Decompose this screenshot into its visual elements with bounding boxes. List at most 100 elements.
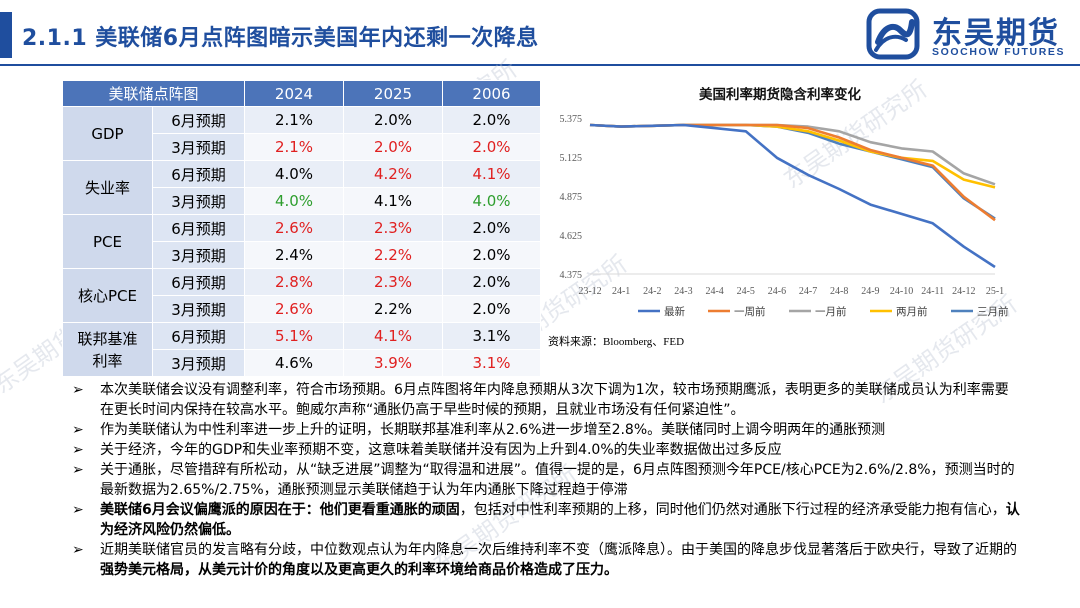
logo-chinese-name: 东吴期货 (932, 16, 1060, 51)
table-cell: 2.0% (442, 106, 542, 134)
table-cell: 2.3% (343, 214, 444, 242)
indicator-label: GDP (62, 106, 153, 161)
forecast-label: 3月预期 (151, 295, 246, 323)
table-row: 核心PCE 6月预期 2.8% 2.3% 2.0% (62, 268, 542, 323)
soochow-logo-icon (866, 8, 920, 60)
table-cell: 4.1% (442, 160, 542, 188)
table-cell: 2.4% (244, 241, 345, 269)
forecast-label: 3月预期 (151, 349, 246, 377)
arrow-bullet-icon: ➢ (72, 422, 84, 438)
table-row: 3月预期 4.6% 3.9% 3.1% (63, 349, 542, 377)
chart-title: 美国利率期货隐含利率变化 (699, 87, 861, 103)
table-cell: 2.0% (442, 295, 542, 323)
forecast-label: 6月预期 (151, 322, 246, 350)
table-row: GDP 6月预期 2.1% 2.0% 2.0% (62, 106, 542, 161)
column-header: 2024 (244, 80, 345, 107)
x-tick-label: 24-7 (799, 286, 817, 297)
table-cell: 4.0% (244, 160, 345, 188)
commentary-emphasis: 认为经济风险仍然偏低。 (100, 502, 1020, 538)
indicator-label: PCE (62, 214, 153, 269)
x-tick-label: 23-12 (578, 286, 601, 297)
forecast-label: 6月预期 (151, 106, 246, 134)
x-tick-label: 24-2 (643, 286, 661, 297)
x-tick-label: 24-8 (830, 286, 848, 297)
commentary-list: ➢ 本次美联储会议没有调整利率，符合市场预期。6月点阵图将年内降息预期从3次下调为… (62, 380, 1022, 580)
table-row: 3月预期 2.4% 2.2% 2.0% (63, 241, 542, 269)
forecast-label: 6月预期 (151, 214, 246, 242)
dot-plot-table: 美联储点阵图 2024 2025 2006 GDP 6月预期 2.1% 2.0% 2.0… (61, 80, 542, 377)
series-line-2 (589, 123, 996, 186)
page-title: 2.1.1 美联储6月点阵图暗示美国年内还剩一次降息 (22, 26, 539, 51)
chart-source-note: 资料来源：Bloomberg、FED (548, 336, 685, 348)
indicator-label: 失业率 (62, 160, 153, 215)
commentary-text: 关于通胀，尽管措辞有所松动，从“缺乏进展”调整为“取得温和进展”。值得一提的是，… (100, 462, 1015, 498)
commentary-text: 关于经济，今年的GDP和失业率预期不变，这意味着美联储并没有因为上升到4.0%的… (100, 442, 782, 458)
arrow-bullet-icon: ➢ (72, 462, 84, 478)
x-tick-label: 24-12 (952, 286, 975, 297)
table-row: 失业率 6月预期 4.0% 4.2% 4.1% (62, 160, 542, 215)
table-cell: 4.0% (244, 187, 345, 215)
table-cell: 2.8% (244, 268, 345, 296)
forecast-label: 3月预期 (151, 241, 246, 269)
table-row: 3月预期 4.0% 4.1% 4.0% (63, 187, 542, 215)
commentary-item: ➢ 作为美联储认为中性利率进一步上升的证明，长期联邦基准利率从2.6%进一步增至2… (62, 420, 1022, 440)
forecast-label: 3月预期 (151, 187, 246, 215)
commentary-item: ➢ 美联储6月会议偏鹰派的原因在于：他们更看重通胀的顽固，包括对中性利率预期的上移… (62, 500, 1022, 540)
column-header: 2006 (442, 80, 542, 107)
commentary-item: ➢ 关于经济，今年的GDP和失业率预期不变，这意味着美联储并没有因为上升到4.0%… (62, 440, 1022, 460)
arrow-bullet-icon: ➢ (72, 542, 84, 558)
y-tick-label: 4.875 (560, 192, 583, 203)
table-cell: 2.0% (442, 214, 542, 242)
table-cell: 2.6% (244, 295, 345, 323)
table-row: 联邦基准利率 6月预期 5.1% 4.1% 3.1% (62, 322, 542, 377)
commentary-item: ➢ 关于通胀，尽管措辞有所松动，从“缺乏进展”调整为“取得温和进展”。值得一提的是… (62, 460, 1022, 500)
x-tick-label: 24-9 (861, 286, 879, 297)
legend-label: 三月前 (977, 305, 1009, 318)
table-cell: 4.2% (343, 160, 444, 188)
legend-label: 一月前 (815, 305, 847, 318)
x-tick-label: 24-3 (674, 286, 692, 297)
table-cell: 2.2% (343, 295, 444, 323)
commentary-item: ➢ 本次美联储会议没有调整利率，符合市场预期。6月点阵图将年内降息预期从3次下调为… (62, 380, 1022, 420)
table-cell: 3.1% (442, 349, 542, 377)
company-logo: 东吴期货 SOOCHOW FUTURES (864, 6, 1074, 62)
x-tick-label: 24-1 (612, 286, 630, 297)
x-tick-label: 25-1 (986, 286, 1004, 297)
forecast-label: 6月预期 (151, 268, 246, 296)
commentary-emphasis: 美联储6月会议偏鹰派的原因在于：他们更看重通胀的顽固 (100, 502, 460, 518)
forecast-label: 6月预期 (151, 160, 246, 188)
table-cell: 2.6% (244, 214, 345, 242)
commentary-item: ➢ 近期美联储官员的发言略有分歧，中位数观点认为年内降息一次后维持利率不变（鹰派降… (62, 540, 1022, 580)
header: 2.1.1 美联储6月点阵图暗示美国年内还剩一次降息 东吴期货 SOOCHOW … (0, 0, 1080, 68)
table-cell: 3.1% (442, 322, 542, 350)
x-tick-label: 24-10 (890, 286, 913, 297)
legend-label: 最新 (664, 305, 685, 318)
table-cell: 4.6% (244, 349, 345, 377)
table-cell: 4.1% (343, 187, 444, 215)
y-tick-label: 5.375 (560, 114, 583, 125)
table-cell: 2.0% (343, 133, 444, 161)
commentary-emphasis: 强势美元格局，从美元计价的角度以及更高更久的利率环境给商品价格造成了压力。 (100, 562, 618, 578)
legend-label: 一周前 (734, 305, 766, 318)
series-line-1 (589, 123, 996, 222)
indicator-label: 联邦基准利率 (62, 322, 153, 377)
table-cell: 2.0% (442, 268, 542, 296)
table-header-row: 美联储点阵图 2024 2025 2006 (61, 80, 542, 107)
x-tick-label: 24-4 (705, 286, 723, 297)
arrow-bullet-icon: ➢ (72, 502, 84, 518)
x-tick-label: 24-5 (737, 286, 755, 297)
y-tick-label: 4.375 (560, 270, 583, 281)
series-line-4 (589, 123, 996, 220)
table-cell: 2.1% (244, 133, 345, 161)
table-row: 3月预期 2.6% 2.2% 2.0% (63, 295, 542, 323)
table-cell: 2.1% (244, 106, 345, 134)
commentary-text: ，包括对中性利率预期的上移，同时他们仍然对通胀下行过程的经济承受能力抱有信心， (459, 502, 1006, 518)
x-tick-label: 24-6 (768, 286, 786, 297)
commentary-text: 本次美联储会议没有调整利率，符合市场预期。6月点阵图将年内降息预期从3次下调为1… (100, 382, 1009, 418)
table-cell: 2.0% (442, 241, 542, 269)
table-cell: 4.0% (442, 187, 542, 215)
logo-english-name: SOOCHOW FUTURES (932, 46, 1066, 58)
series-line-0 (589, 123, 996, 269)
x-tick-label: 24-11 (921, 286, 944, 297)
arrow-bullet-icon: ➢ (72, 442, 84, 458)
